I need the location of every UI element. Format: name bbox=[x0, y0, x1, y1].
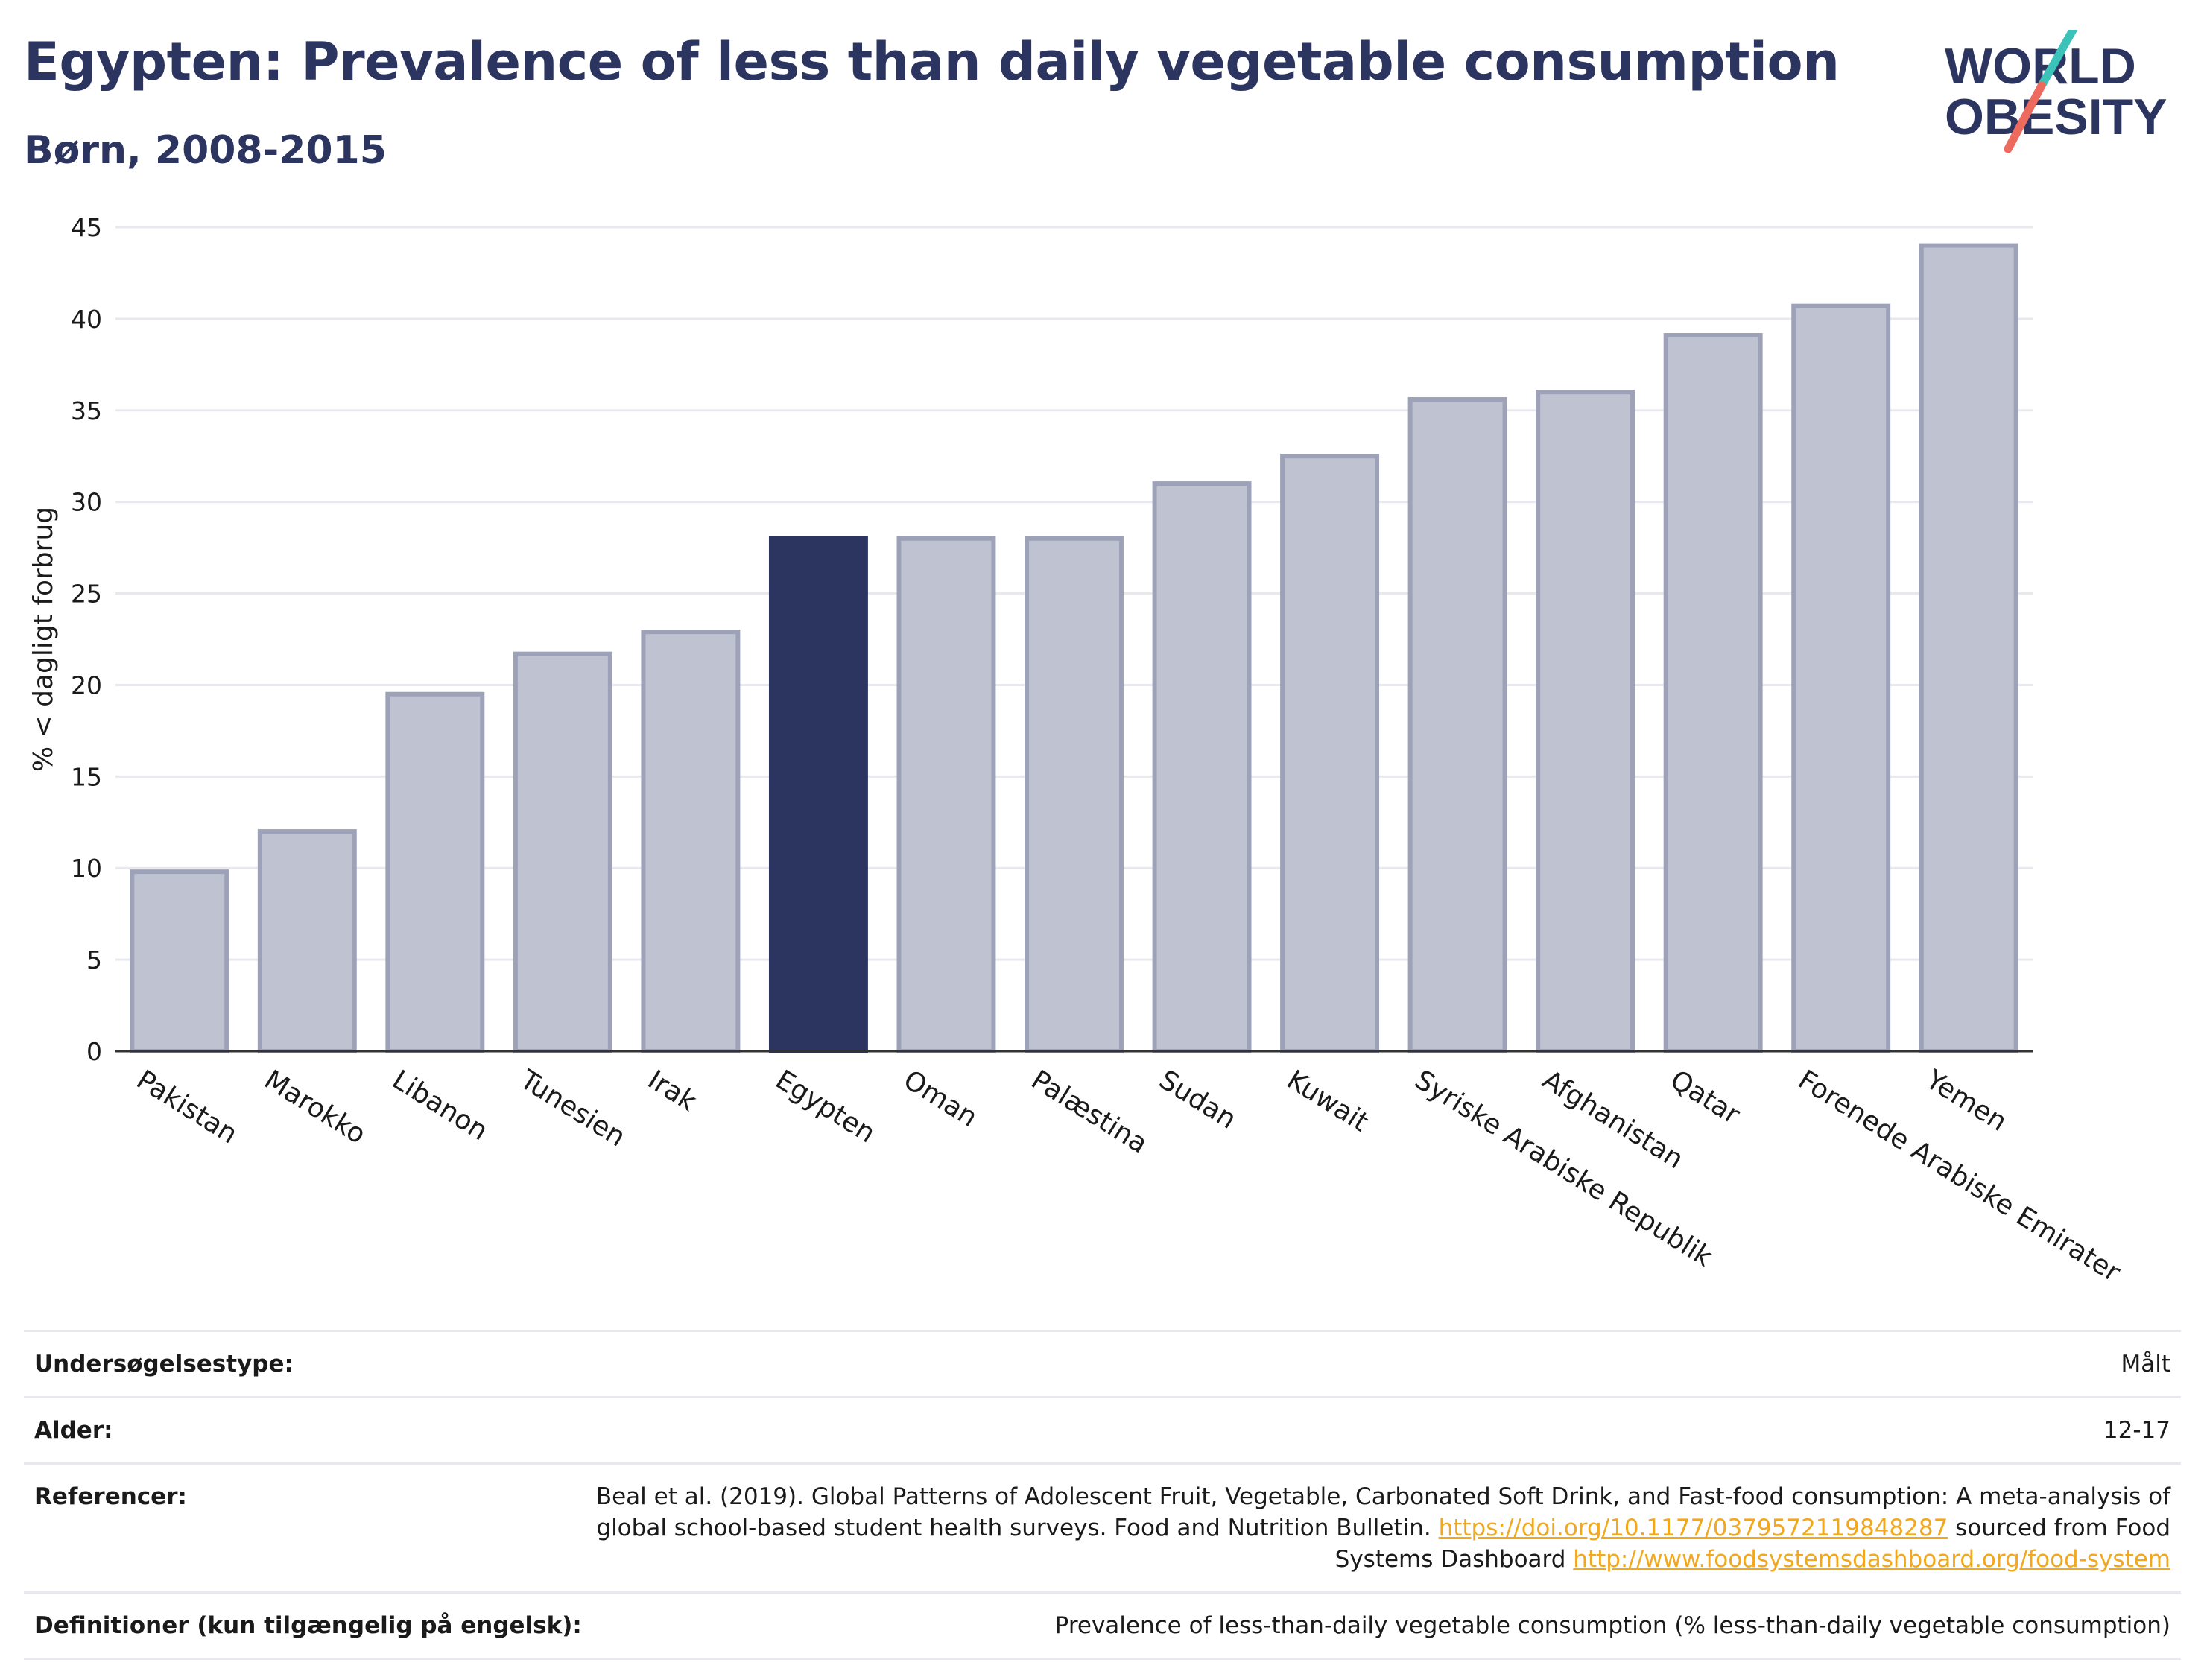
info-table: Undersøgelsestype: Målt Alder: 12-17 Ref… bbox=[24, 1330, 2181, 1660]
bar-chart: 0 5 10 15 20 25 30 35 40 45 % < dagligt forbrug Pak… bbox=[28, 213, 2126, 1288]
bar bbox=[1025, 536, 1124, 1053]
y-tick-label: 15 bbox=[71, 762, 102, 791]
references-value: Beal et al. (2019). Global Patterns of A… bbox=[583, 1481, 2170, 1575]
info-row-definitions: Definitioner (kun tilgængelig på engelsk… bbox=[24, 1591, 2181, 1660]
references-text-2: sourced from Food Systems Dashboard bbox=[1334, 1515, 2170, 1573]
bar bbox=[385, 691, 485, 1053]
info-row-age: Alder: 12-17 bbox=[24, 1396, 2181, 1462]
definitions-value: Prevalence of less-than-daily vegetable … bbox=[1054, 1612, 2170, 1639]
x-tick-label: Yemen bbox=[1920, 1064, 2013, 1138]
bar bbox=[768, 536, 868, 1053]
bar bbox=[1280, 454, 1380, 1053]
logo-slash-teal bbox=[2037, 30, 2078, 90]
bar bbox=[130, 869, 229, 1054]
survey-type-value: Målt bbox=[2121, 1351, 2170, 1378]
references-label: Referencer: bbox=[34, 1483, 187, 1510]
logo-slash-red bbox=[2004, 81, 2046, 153]
y-tick-label: 20 bbox=[71, 671, 102, 700]
bar bbox=[896, 536, 996, 1053]
references-text-1: Beal et al. (2019). Global Patterns of A… bbox=[595, 1483, 2170, 1541]
y-tick-label: 40 bbox=[71, 305, 102, 334]
y-tick-label: 5 bbox=[86, 945, 102, 974]
y-tick-label: 0 bbox=[86, 1037, 102, 1066]
x-tick-label: Libanon bbox=[387, 1065, 493, 1147]
info-row-survey-type: Undersøgelsestype: Målt bbox=[24, 1330, 2181, 1396]
bar bbox=[1791, 303, 1891, 1053]
x-tick-label: Marokko bbox=[259, 1065, 371, 1150]
y-tick-label: 35 bbox=[71, 396, 102, 425]
chart-title: Egypten: Prevalence of less than daily v… bbox=[24, 31, 1840, 92]
age-label: Alder: bbox=[34, 1417, 113, 1444]
bar bbox=[1407, 397, 1507, 1053]
x-tick-label: Irak bbox=[642, 1065, 702, 1118]
food-systems-link[interactable]: http://www.foodsystemsdashboard.org/food… bbox=[1573, 1546, 2170, 1573]
bar bbox=[1663, 333, 1763, 1053]
age-value: 12-17 bbox=[2103, 1417, 2170, 1444]
y-tick-label: 45 bbox=[71, 213, 102, 242]
chart-subtitle: Børn, 2008-2015 bbox=[24, 128, 387, 173]
bar bbox=[1919, 243, 2018, 1054]
x-tick-label: Egypten bbox=[770, 1065, 881, 1150]
bar bbox=[641, 630, 741, 1053]
bar bbox=[513, 651, 612, 1053]
x-tick-label: Tunesien bbox=[514, 1064, 631, 1153]
y-tick-label: 30 bbox=[71, 488, 102, 517]
x-tick-label: Kuwait bbox=[1282, 1065, 1374, 1138]
y-tick-label: 10 bbox=[71, 854, 102, 883]
x-tick-label: Oman bbox=[898, 1065, 983, 1133]
doi-link[interactable]: https://doi.org/10.1177/0379572119848287 bbox=[1438, 1515, 1948, 1541]
y-tick-label: 25 bbox=[71, 580, 102, 609]
x-tick-label: Pakistan bbox=[131, 1065, 243, 1150]
y-axis-label: % < dagligt forbrug bbox=[28, 507, 59, 772]
x-tick-label: Sudan bbox=[1153, 1065, 1241, 1135]
logo-text-obesity: OBESITY bbox=[1945, 89, 2167, 145]
bar bbox=[1536, 390, 1635, 1053]
bar bbox=[1152, 481, 1252, 1053]
bar bbox=[257, 829, 357, 1053]
world-obesity-logo: WORLD OBESITY bbox=[1945, 30, 2167, 153]
x-tick-label: Qatar bbox=[1665, 1065, 1745, 1131]
x-tick-label: Palæstina bbox=[1026, 1065, 1153, 1160]
survey-type-label: Undersøgelsestype: bbox=[34, 1351, 294, 1378]
info-row-references: Referencer: Beal et al. (2019). Global P… bbox=[24, 1462, 2181, 1591]
definitions-label: Definitioner (kun tilgængelig på engelsk… bbox=[34, 1612, 582, 1639]
